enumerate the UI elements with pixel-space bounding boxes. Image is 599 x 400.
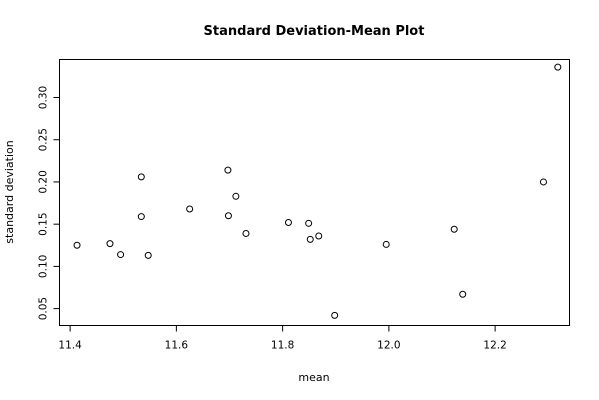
x-axis-label: mean (298, 371, 329, 384)
data-point (305, 219, 313, 227)
data-point (306, 235, 314, 243)
data-point (450, 225, 458, 233)
data-point (232, 192, 240, 200)
data-point (284, 218, 292, 226)
y-tick-label: 0.10 (38, 255, 50, 278)
data-point (137, 213, 145, 221)
data-point (224, 166, 232, 174)
data-point (224, 212, 232, 220)
y-tick-label: 0.25 (38, 128, 50, 151)
data-point (73, 241, 81, 249)
data-point (539, 178, 547, 186)
y-axis-label: standard deviation (3, 140, 16, 243)
data-point (137, 173, 145, 181)
x-tick-label: 11.6 (165, 340, 189, 352)
y-axis: 0.05 0.10 0.15 0.20 0.25 0.30 (38, 86, 60, 320)
data-point (144, 251, 152, 259)
y-tick-label: 0.15 (38, 212, 50, 235)
x-tick-label: 11.4 (58, 340, 82, 352)
y-tick-label: 0.05 (38, 297, 50, 320)
data-point (186, 205, 194, 213)
x-tick-label: 12.2 (483, 340, 506, 352)
x-axis: 11.4 11.6 11.8 12.0 12.2 (58, 325, 507, 352)
data-point (331, 311, 339, 319)
data-point (382, 240, 390, 248)
data-point (554, 63, 562, 71)
data-point (459, 290, 467, 298)
x-tick-label: 12.0 (377, 340, 400, 352)
chart-title: Standard Deviation-Mean Plot (204, 24, 425, 39)
y-tick-label: 0.20 (38, 170, 50, 193)
y-tick-label: 0.30 (38, 86, 50, 109)
data-point (106, 240, 114, 248)
data-points (73, 63, 562, 319)
data-point (315, 232, 323, 240)
plot-frame (59, 59, 570, 326)
data-point (117, 251, 125, 259)
data-point (242, 229, 250, 237)
x-tick-label: 11.8 (271, 340, 294, 352)
